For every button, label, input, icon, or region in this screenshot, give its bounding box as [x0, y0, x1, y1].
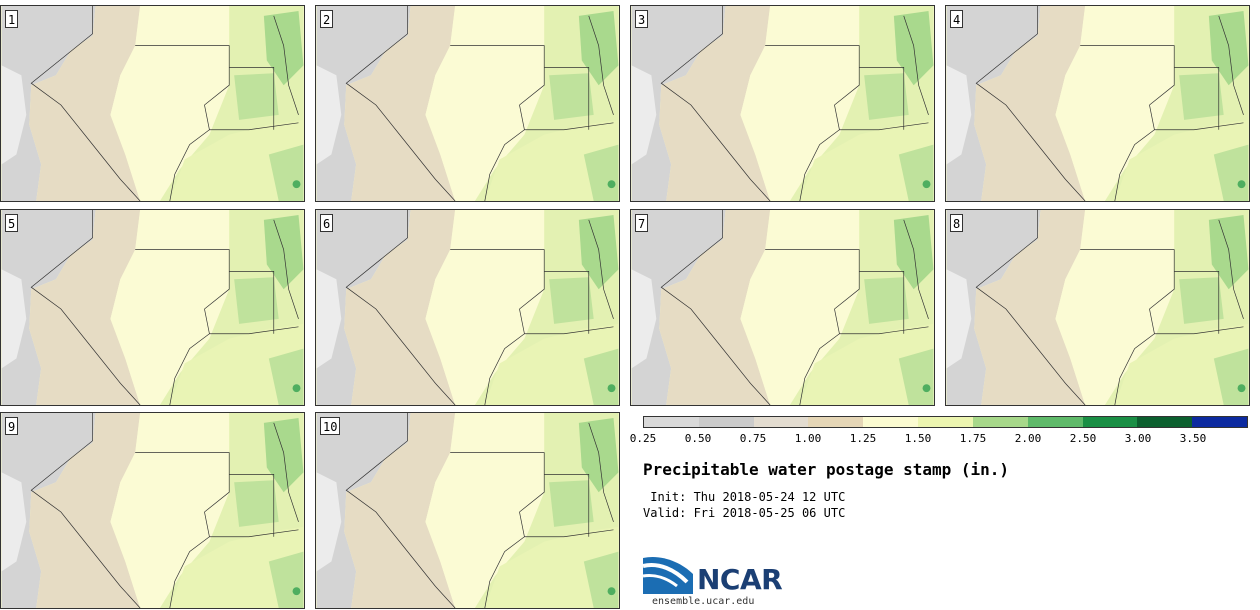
legend-swatch	[972, 417, 1028, 427]
legend-swatch	[863, 417, 919, 427]
figure-title: Precipitable water postage stamp (in.)	[643, 460, 1010, 479]
legend-swatch	[1137, 417, 1193, 427]
member-number: 7	[635, 214, 649, 232]
legend-tick-label: 1.00	[794, 432, 822, 445]
member-panel: 9	[0, 412, 305, 609]
member-panel: 10	[315, 412, 620, 609]
member-panel: 7	[630, 209, 935, 406]
member-number: 8	[950, 214, 964, 232]
pw-map	[631, 210, 934, 405]
legend-tick-label: 0.75	[739, 432, 767, 445]
pw-map	[316, 210, 619, 405]
member-number: 4	[950, 10, 964, 28]
legend-swatch	[1082, 417, 1138, 427]
init-time: Init: Thu 2018-05-24 12 UTC	[643, 490, 846, 504]
member-number: 10	[320, 417, 341, 435]
run-info: Init: Thu 2018-05-24 12 UTC Valid: Fri 2…	[643, 489, 845, 521]
member-panel: 8	[945, 209, 1250, 406]
legend-tick-label: 1.25	[849, 432, 877, 445]
legend-tick-label: 2.00	[1014, 432, 1042, 445]
legend-tick-label: 2.50	[1069, 432, 1097, 445]
color-scale-bar	[643, 416, 1248, 428]
legend-swatch	[1192, 417, 1247, 427]
legend-swatch	[808, 417, 864, 427]
member-panel: 1	[0, 5, 305, 202]
member-panel: 6	[315, 209, 620, 406]
legend-swatch	[918, 417, 973, 427]
member-number: 6	[320, 214, 334, 232]
member-number: 1	[5, 10, 19, 28]
pw-map	[316, 6, 619, 201]
member-panel: 3	[630, 5, 935, 202]
pw-map	[1, 413, 304, 608]
legend-tick-label: 0.50	[684, 432, 712, 445]
legend-swatch	[753, 417, 809, 427]
pw-map	[946, 6, 1249, 201]
member-number: 9	[5, 417, 19, 435]
logo-text: NCAR	[697, 563, 783, 596]
ncar-logo-icon	[642, 556, 693, 594]
legend-swatch	[698, 417, 754, 427]
pw-map	[1, 210, 304, 405]
pw-map	[631, 6, 934, 201]
legend-swatch	[1027, 417, 1083, 427]
color-scale-ticks: 0.25 0.50 0.75 1.00 1.25 1.50 1.75 2.00 2.50 3.00…	[630, 432, 1260, 448]
member-panel: 5	[0, 209, 305, 406]
pw-map	[946, 210, 1249, 405]
legend-tick-label: 3.00	[1124, 432, 1152, 445]
valid-time: Valid: Fri 2018-05-25 06 UTC	[643, 506, 846, 520]
member-number: 5	[5, 214, 19, 232]
legend-swatch	[644, 417, 699, 427]
member-number: 3	[635, 10, 649, 28]
legend-tick-label: 1.75	[959, 432, 987, 445]
pw-map	[1, 6, 304, 201]
pw-map	[316, 413, 619, 608]
member-number: 2	[320, 10, 334, 28]
member-panel: 2	[315, 5, 620, 202]
logo-url: ensemble.ucar.edu	[652, 596, 755, 607]
member-panel: 4	[945, 5, 1250, 202]
legend-tick-label: 0.25	[629, 432, 657, 445]
legend-tick-label: 1.50	[904, 432, 932, 445]
legend-tick-label: 3.50	[1179, 432, 1207, 445]
